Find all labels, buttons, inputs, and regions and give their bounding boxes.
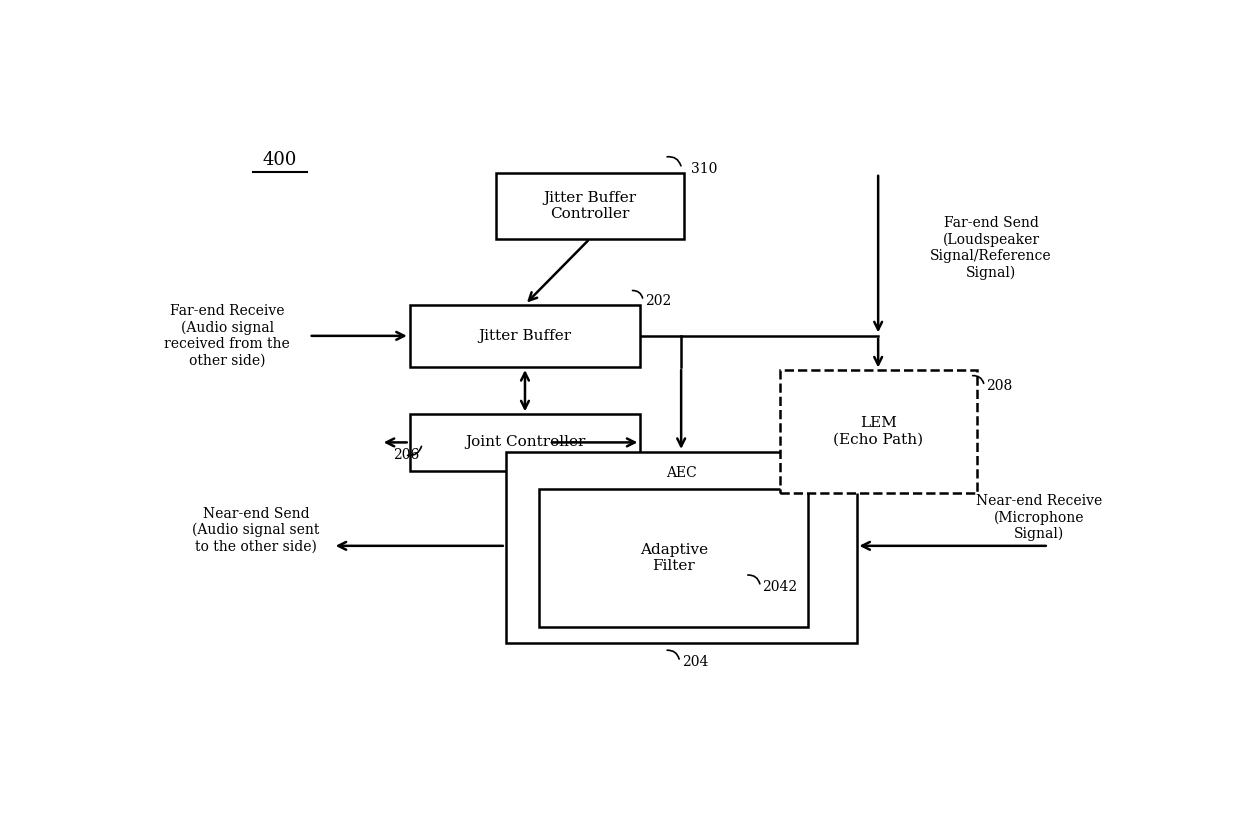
Text: 310: 310 (691, 161, 718, 176)
Text: Near-end Receive
(Microphone
Signal): Near-end Receive (Microphone Signal) (976, 494, 1102, 541)
FancyBboxPatch shape (409, 304, 640, 367)
FancyBboxPatch shape (409, 414, 640, 470)
Text: 208: 208 (986, 379, 1013, 393)
Text: Jitter Buffer: Jitter Buffer (479, 329, 572, 343)
Text: Joint Controller: Joint Controller (465, 435, 585, 449)
Text: 2042: 2042 (763, 580, 797, 593)
Text: LEM
(Echo Path): LEM (Echo Path) (833, 416, 924, 447)
Text: 206: 206 (393, 448, 419, 462)
FancyBboxPatch shape (780, 370, 977, 492)
Text: Jitter Buffer
Controller: Jitter Buffer Controller (543, 190, 636, 221)
Text: 204: 204 (682, 654, 708, 669)
FancyBboxPatch shape (506, 452, 857, 643)
Text: Adaptive
Filter: Adaptive Filter (640, 543, 708, 574)
Text: Far-end Receive
(Audio signal
received from the
other side): Far-end Receive (Audio signal received f… (164, 304, 290, 367)
Text: Near-end Send
(Audio signal sent
to the other side): Near-end Send (Audio signal sent to the … (192, 507, 320, 554)
Text: 400: 400 (263, 151, 298, 169)
Text: Far-end Send
(Loudspeaker
Signal/Reference
Signal): Far-end Send (Loudspeaker Signal/Referen… (930, 217, 1052, 280)
FancyBboxPatch shape (539, 489, 808, 628)
Text: 202: 202 (645, 294, 671, 308)
FancyBboxPatch shape (496, 173, 683, 239)
Text: AEC: AEC (666, 466, 697, 479)
